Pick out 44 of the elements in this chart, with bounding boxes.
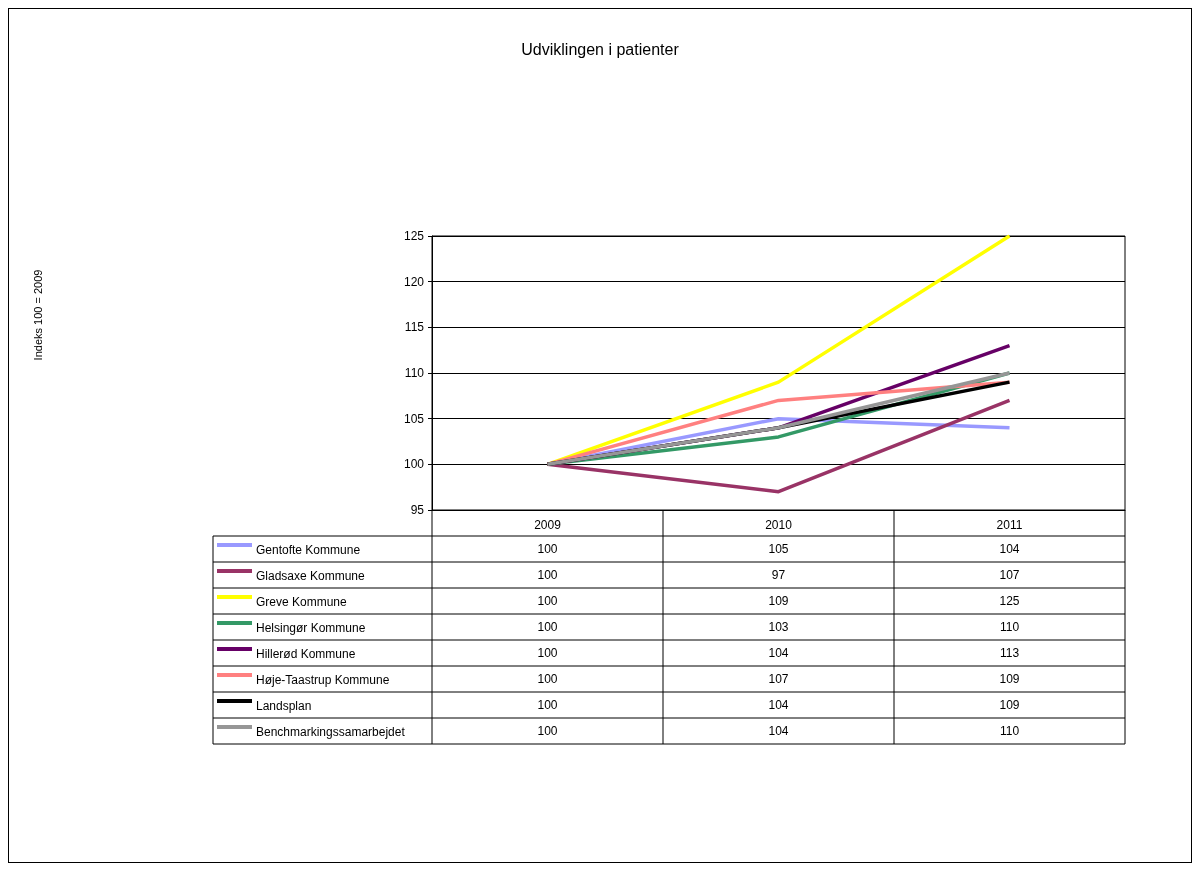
y-tick-label: 110 [404,366,425,380]
text: Indeks 100 = 2009 [32,269,44,361]
data-label: 109 [768,594,789,608]
data-label: 110 [999,620,1020,634]
data-label: 100 [537,698,558,712]
data-label: 100 [537,594,558,608]
data-label: 104 [768,724,789,738]
x-tick-label: 2010 [765,518,793,532]
legend-label: Greve Kommune [256,595,348,609]
data-label: 100 [537,620,558,634]
y-tick-label: 105 [403,411,425,426]
data-label: 104 [999,542,1020,556]
x-tick-label: 2011 [996,518,1023,532]
x-tick-label: 2009 [534,518,562,532]
y-tick-label: 100 [403,457,425,472]
chart-title: Udviklingen i patienter [521,40,680,58]
y-tick-label: 95 [410,503,425,517]
legend-label: Hillerød Kommune [256,647,356,661]
data-label: 109 [999,672,1020,686]
data-label: 104 [768,646,789,660]
data-label: 109 [999,698,1020,712]
legend-label: Landsplan [256,699,312,713]
data-label: 103 [768,620,789,634]
data-label: 107 [768,672,789,686]
data-label: 100 [537,724,558,738]
legend-label: Høje-Taastrup Kommune [256,673,390,687]
y-tick-label: 125 [403,229,425,243]
data-label: 113 [999,646,1020,660]
data-label: 105 [768,542,789,556]
data-label: 100 [537,542,558,556]
legend-label: Benchmarkingssamarbejdet [256,725,406,739]
data-label: 97 [771,568,786,582]
y-tick-label: 115 [404,320,425,335]
data-label: 100 [537,672,558,686]
data-label: 104 [768,698,789,712]
data-label: 100 [537,646,558,660]
y-tick-label: 120 [403,274,425,289]
legend-label: Gentofte Kommune [256,543,361,557]
legend-label: Helsingør Kommune [256,621,366,635]
legend-label: Gladsaxe Kommune [256,569,366,583]
data-label: 100 [537,568,558,582]
data-label: 107 [999,568,1020,582]
data-label: 110 [999,724,1020,738]
data-label: 125 [999,594,1020,608]
